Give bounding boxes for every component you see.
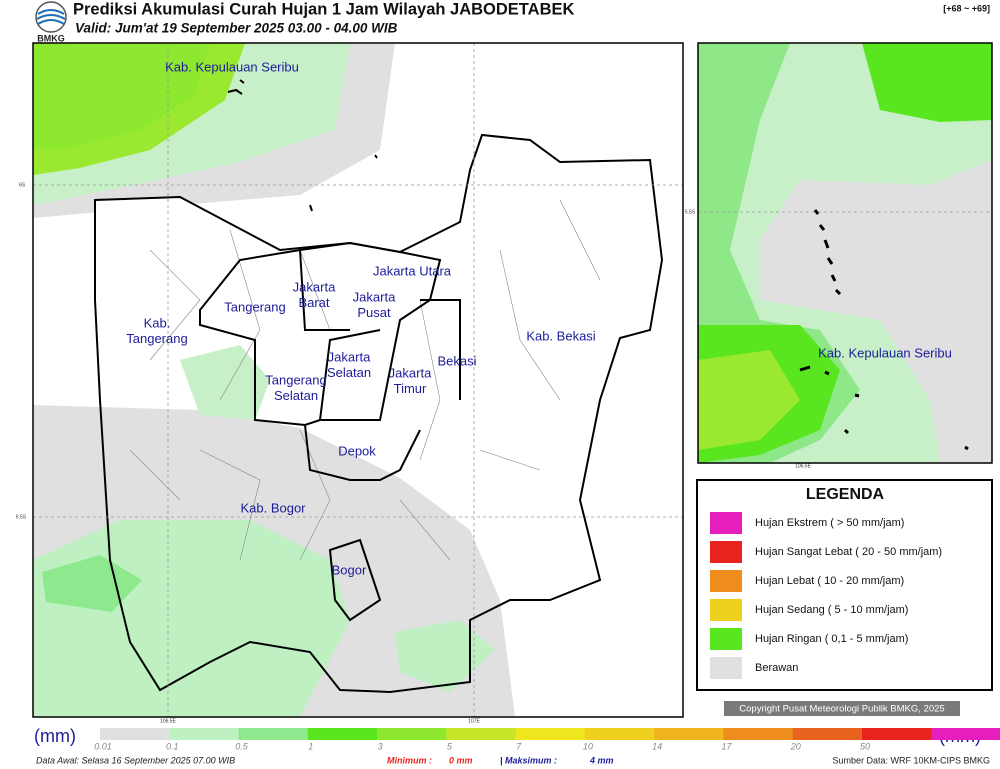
colorbar-segment: [515, 728, 586, 740]
colorbar-tick-label: 50: [860, 741, 870, 751]
logo-text: BMKG: [37, 33, 65, 43]
copyright: Copyright Pusat Meteorologi Publik BMKG,…: [739, 704, 944, 715]
subtitle: Valid: Jum'at 19 September 2025 03.00 - …: [75, 21, 398, 36]
colorbar-unit: (mm): [34, 726, 76, 746]
colorbar-tick-label: 14: [652, 741, 662, 751]
colorbar-tick-label: 1: [308, 741, 313, 751]
region-label: Selatan: [274, 388, 318, 403]
legend-label: Hujan Lebat ( 10 - 20 mm/jam): [755, 575, 904, 587]
colorbar-segment: [931, 728, 1000, 740]
legend-swatch: [710, 541, 742, 563]
colorbar-segment: [862, 728, 932, 740]
legend-swatch: [710, 657, 742, 679]
legend-swatch: [710, 512, 742, 534]
grid-label: 5.5S: [685, 209, 696, 215]
region-label: Bogor: [332, 562, 367, 577]
legend-label: Hujan Ekstrem ( > 50 mm/jam): [755, 517, 904, 529]
colorbar-tick-label: 10: [583, 741, 593, 751]
colorbar-segment: [377, 728, 447, 740]
colorbar-tick-label: 7: [516, 741, 522, 751]
colorbar-segment: [723, 728, 794, 740]
grid-label: 6S: [19, 182, 26, 188]
title: Prediksi Akumulasi Curah Hujan 1 Jam Wil…: [73, 0, 574, 18]
copyright-box: [724, 701, 960, 716]
legend-swatch: [710, 599, 742, 621]
legend-label: Hujan Ringan ( 0,1 - 5 mm/jam): [755, 633, 908, 645]
region-label: Kab. Bogor: [240, 500, 306, 515]
grid-label: 6.5S: [16, 514, 27, 520]
colorbar-tick-label: 20: [790, 741, 801, 751]
inset-map: [697, 42, 993, 464]
region-label: Timur: [394, 381, 427, 396]
colorbar-tick-label: 17: [721, 741, 732, 751]
grid-label: 106.5E: [795, 463, 812, 469]
min-label: Minimum :: [387, 755, 432, 765]
grid-label: 106.5E: [160, 718, 177, 724]
region-label: Tangerang: [224, 299, 285, 314]
colorbar-tick-label: 0.5: [235, 741, 249, 751]
legend-title: LEGENDA: [806, 486, 885, 503]
colorbar-segment: [446, 728, 517, 740]
data-start: Data Awal: Selasa 16 September 2025 07.0…: [36, 755, 235, 765]
legend-label: Hujan Sangat Lebat ( 20 - 50 mm/jam): [755, 546, 942, 558]
legend-swatch: [710, 628, 742, 650]
region-label: Depok: [338, 443, 376, 458]
region-label: Jakarta: [389, 365, 432, 380]
source: Sumber Data: WRF 10KM-CIPS BMKG: [832, 755, 990, 765]
region-label: Jakarta Utara: [373, 263, 452, 278]
grid-label: 107E: [468, 718, 480, 724]
legend-swatch: [710, 570, 742, 592]
region-label: Jakarta: [293, 279, 336, 294]
min-value: 0 mm: [449, 755, 473, 765]
colorbar-segment: [654, 728, 724, 740]
colorbar-tick-label: 5: [447, 741, 453, 751]
legend-label: Berawan: [755, 662, 798, 674]
region-label: Bekasi: [437, 353, 476, 368]
colorbar-segment: [100, 728, 170, 740]
region-label: Tangerang: [265, 372, 326, 387]
region-label: Pusat: [357, 305, 391, 320]
max-value: 4 mm: [589, 755, 614, 765]
colorbar-tick-label: 0.1: [166, 741, 179, 751]
colorbar-segment: [792, 728, 863, 740]
legend: LEGENDA: [696, 479, 993, 691]
region-label: Selatan: [327, 365, 371, 380]
colorbar: 0.01 0.1 0.5 1 3 5 7 10 14 17 20 50: [94, 728, 1000, 751]
colorbar-segment: [169, 728, 240, 740]
colorbar-tick-label: 3: [378, 741, 383, 751]
region-label: Kab. Kepulauan Seribu: [818, 345, 952, 360]
region-label: Jakarta: [353, 289, 396, 304]
colorbar-segment: [238, 728, 309, 740]
colorbar-tick-label: 0.01: [94, 741, 112, 751]
legend-label: Hujan Sedang ( 5 - 10 mm/jam): [755, 604, 908, 616]
run-offset: [+68 ~ +69]: [943, 3, 990, 13]
max-label: | Maksimum :: [500, 755, 557, 765]
region-label: Kab. Bekasi: [526, 328, 595, 343]
main-map: [32, 42, 684, 718]
colorbar-segment: [307, 728, 378, 740]
region-label: Tangerang: [126, 331, 187, 346]
bmkg-logo: BMKG: [35, 1, 67, 43]
region-label: Kab.: [144, 315, 171, 330]
region-label: Barat: [298, 295, 329, 310]
colorbar-segment: [584, 728, 655, 740]
region-label: Jakarta: [328, 349, 371, 364]
region-label: Kab. Kepulauan Seribu: [165, 59, 299, 74]
